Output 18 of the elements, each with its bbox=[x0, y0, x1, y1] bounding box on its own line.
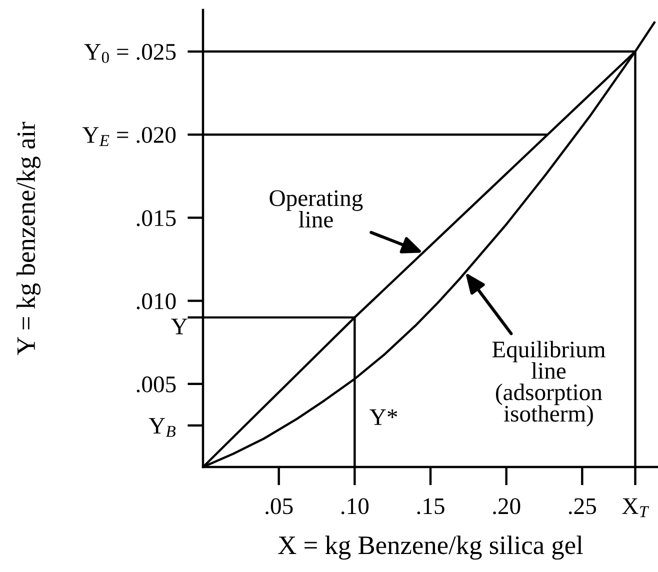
x-tick-label: .10 bbox=[341, 498, 369, 514]
x-tick-label: X$_{T}$ bbox=[622, 498, 650, 518]
y-tick-label: Y$_{B}$ bbox=[148, 418, 176, 437]
annotation: Equilibrium line (adsorption isotherm) bbox=[492, 340, 606, 427]
annotation: Y bbox=[171, 318, 188, 334]
y-tick-label: .010 bbox=[136, 293, 176, 310]
x-tick-label: .20 bbox=[493, 498, 520, 514]
x-tick-label: .15 bbox=[417, 498, 444, 514]
y-tick-label: .005 bbox=[136, 376, 176, 392]
y-axis-title: Y = kg benzene/kg air bbox=[16, 122, 40, 356]
x-tick-label: .25 bbox=[568, 498, 596, 514]
x-axis-title: X = kg Benzene/kg silica gel bbox=[278, 536, 583, 560]
y-tick-label: .015 bbox=[136, 210, 176, 226]
annotation: Y* bbox=[370, 409, 398, 425]
y-tick-label: Y$_{0}$ = .025 bbox=[84, 44, 176, 64]
y-tick-label: Y$_{E}$ = .020 bbox=[82, 127, 176, 146]
x-tick-label: .05 bbox=[266, 498, 293, 514]
annotation: Operating line bbox=[270, 190, 363, 228]
